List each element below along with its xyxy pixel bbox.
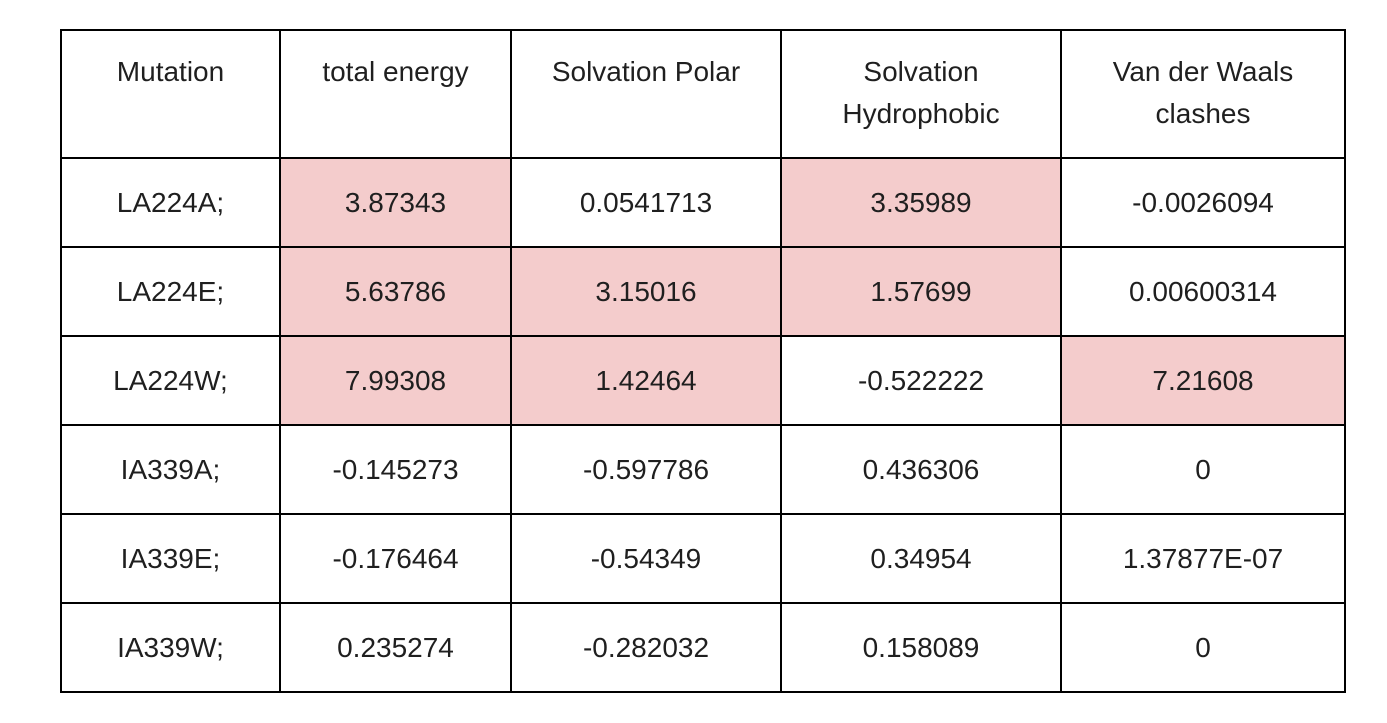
cell-solvation-polar: 0.0541713 <box>510 157 782 248</box>
header-total-energy: total energy <box>279 29 512 159</box>
cell-van-der-waals-clashes: 0 <box>1060 424 1346 515</box>
cell-solvation-polar: 3.15016 <box>510 246 782 337</box>
cell-solvation-hydrophobic: 0.158089 <box>780 602 1062 693</box>
table-row: LA224E; 5.63786 3.15016 1.57699 0.006003… <box>60 246 1346 337</box>
cell-mutation: LA224E; <box>60 246 281 337</box>
cell-mutation: LA224A; <box>60 157 281 248</box>
cell-total-energy: -0.176464 <box>279 513 512 604</box>
cell-solvation-hydrophobic: -0.522222 <box>780 335 1062 426</box>
cell-van-der-waals-clashes: 1.37877E-07 <box>1060 513 1346 604</box>
cell-van-der-waals-clashes: 0.00600314 <box>1060 246 1346 337</box>
cell-van-der-waals-clashes: 7.21608 <box>1060 335 1346 426</box>
cell-solvation-polar: -0.597786 <box>510 424 782 515</box>
cell-total-energy: 5.63786 <box>279 246 512 337</box>
cell-solvation-polar: -0.282032 <box>510 602 782 693</box>
table-row: LA224A; 3.87343 0.0541713 3.35989 -0.002… <box>60 157 1346 248</box>
table-row: IA339A; -0.145273 -0.597786 0.436306 0 <box>60 424 1346 515</box>
cell-van-der-waals-clashes: 0 <box>1060 602 1346 693</box>
table-row: LA224W; 7.99308 1.42464 -0.522222 7.2160… <box>60 335 1346 426</box>
cell-total-energy: -0.145273 <box>279 424 512 515</box>
header-solvation-polar: Solvation Polar <box>510 29 782 159</box>
cell-solvation-hydrophobic: 1.57699 <box>780 246 1062 337</box>
cell-solvation-polar: 1.42464 <box>510 335 782 426</box>
header-van-der-waals-clashes: Van der Waals clashes <box>1060 29 1346 159</box>
cell-total-energy: 3.87343 <box>279 157 512 248</box>
cell-solvation-hydrophobic: 3.35989 <box>780 157 1062 248</box>
cell-total-energy: 0.235274 <box>279 602 512 693</box>
cell-solvation-hydrophobic: 0.34954 <box>780 513 1062 604</box>
cell-mutation: IA339E; <box>60 513 281 604</box>
cell-mutation: LA224W; <box>60 335 281 426</box>
table-row: IA339W; 0.235274 -0.282032 0.158089 0 <box>60 602 1346 693</box>
header-row: Mutation total energy Solvation Polar So… <box>60 29 1346 159</box>
cell-mutation: IA339W; <box>60 602 281 693</box>
mutation-energy-table: Mutation total energy Solvation Polar So… <box>60 29 1346 693</box>
header-solvation-hydrophobic: Solvation Hydrophobic <box>780 29 1062 159</box>
cell-solvation-polar: -0.54349 <box>510 513 782 604</box>
table-row: IA339E; -0.176464 -0.54349 0.34954 1.378… <box>60 513 1346 604</box>
cell-total-energy: 7.99308 <box>279 335 512 426</box>
cell-van-der-waals-clashes: -0.0026094 <box>1060 157 1346 248</box>
table-body: LA224A; 3.87343 0.0541713 3.35989 -0.002… <box>60 157 1346 693</box>
cell-solvation-hydrophobic: 0.436306 <box>780 424 1062 515</box>
cell-mutation: IA339A; <box>60 424 281 515</box>
header-mutation: Mutation <box>60 29 281 159</box>
